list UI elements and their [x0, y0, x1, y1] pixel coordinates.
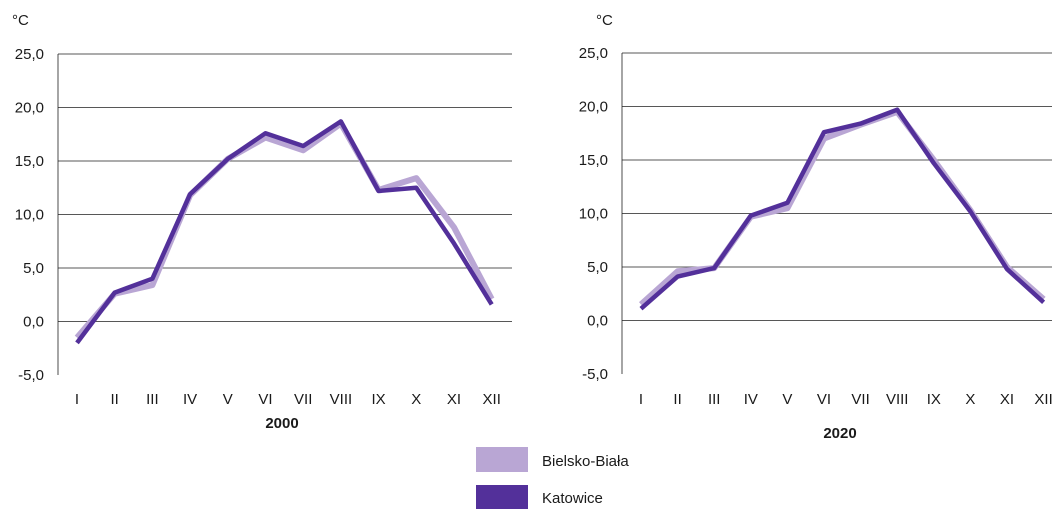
- x-tick-label: XI: [1000, 391, 1014, 408]
- x-tick-label: III: [146, 391, 159, 408]
- y-tick-label: 0,0: [23, 314, 44, 331]
- legend-swatch-bielsko: [476, 447, 528, 472]
- x-tick-label: XII: [483, 391, 501, 408]
- series-line-katowice: [639, 107, 1046, 311]
- chart-title-2000: 2000: [265, 415, 298, 432]
- x-tick-label: XI: [447, 391, 461, 408]
- x-tick-label: II: [111, 391, 119, 408]
- unit-label: °C: [12, 12, 29, 29]
- x-tick-label: II: [673, 391, 681, 408]
- x-tick-label: VII: [294, 391, 312, 408]
- x-tick-label: IV: [183, 391, 197, 408]
- x-tick-label: III: [708, 391, 721, 408]
- unit-label: °C: [596, 12, 613, 29]
- y-tick-label: 5,0: [23, 260, 44, 277]
- legend: Bielsko-Biała Katowice: [476, 447, 629, 509]
- y-tick-label: 15,0: [579, 152, 608, 169]
- legend-swatch-katowice: [476, 485, 528, 509]
- x-tick-label: VII: [851, 391, 869, 408]
- x-tick-label: V: [782, 391, 792, 408]
- y-tick-label: 20,0: [15, 100, 44, 117]
- x-tick-label: I: [639, 391, 643, 408]
- x-tick-label: VI: [817, 391, 831, 408]
- series-line-bielsko-biala: [74, 120, 495, 340]
- series-line-bielsko-biala: [638, 108, 1046, 307]
- y-tick-label: 10,0: [15, 207, 44, 224]
- x-tick-label: VI: [258, 391, 272, 408]
- x-tick-label: I: [75, 391, 79, 408]
- y-tick-label: 0,0: [587, 313, 608, 330]
- chart-panel-2020: °C 2020 -5,00,05,010,015,020,025,0I II III…: [579, 12, 1052, 442]
- x-tick-label: V: [223, 391, 233, 408]
- x-tick-label: X: [965, 391, 975, 408]
- y-tick-label: 20,0: [579, 99, 608, 116]
- x-tick-label: XII: [1034, 391, 1052, 408]
- y-tick-label: 10,0: [579, 206, 608, 223]
- chart-title-2020: 2020: [823, 425, 856, 442]
- x-tick-label: VIII: [330, 391, 353, 408]
- legend-label-katowice: Katowice: [542, 490, 603, 507]
- x-tick-label: IX: [372, 391, 386, 408]
- y-tick-label: -5,0: [18, 367, 44, 384]
- y-tick-label: 25,0: [15, 46, 44, 63]
- y-tick-label: 5,0: [587, 259, 608, 276]
- chart-panel-2000: °C 2000 -5,00,05,010,015,020,025,0I II III…: [12, 12, 512, 432]
- x-tick-label: IX: [927, 391, 941, 408]
- x-tick-label: VIII: [886, 391, 909, 408]
- series-line-katowice: [75, 119, 494, 345]
- x-tick-label: IV: [744, 391, 758, 408]
- y-tick-label: -5,0: [582, 366, 608, 383]
- y-tick-label: 25,0: [579, 45, 608, 62]
- y-tick-label: 15,0: [15, 153, 44, 170]
- x-tick-label: X: [411, 391, 421, 408]
- legend-label-bielsko: Bielsko-Biała: [542, 453, 629, 470]
